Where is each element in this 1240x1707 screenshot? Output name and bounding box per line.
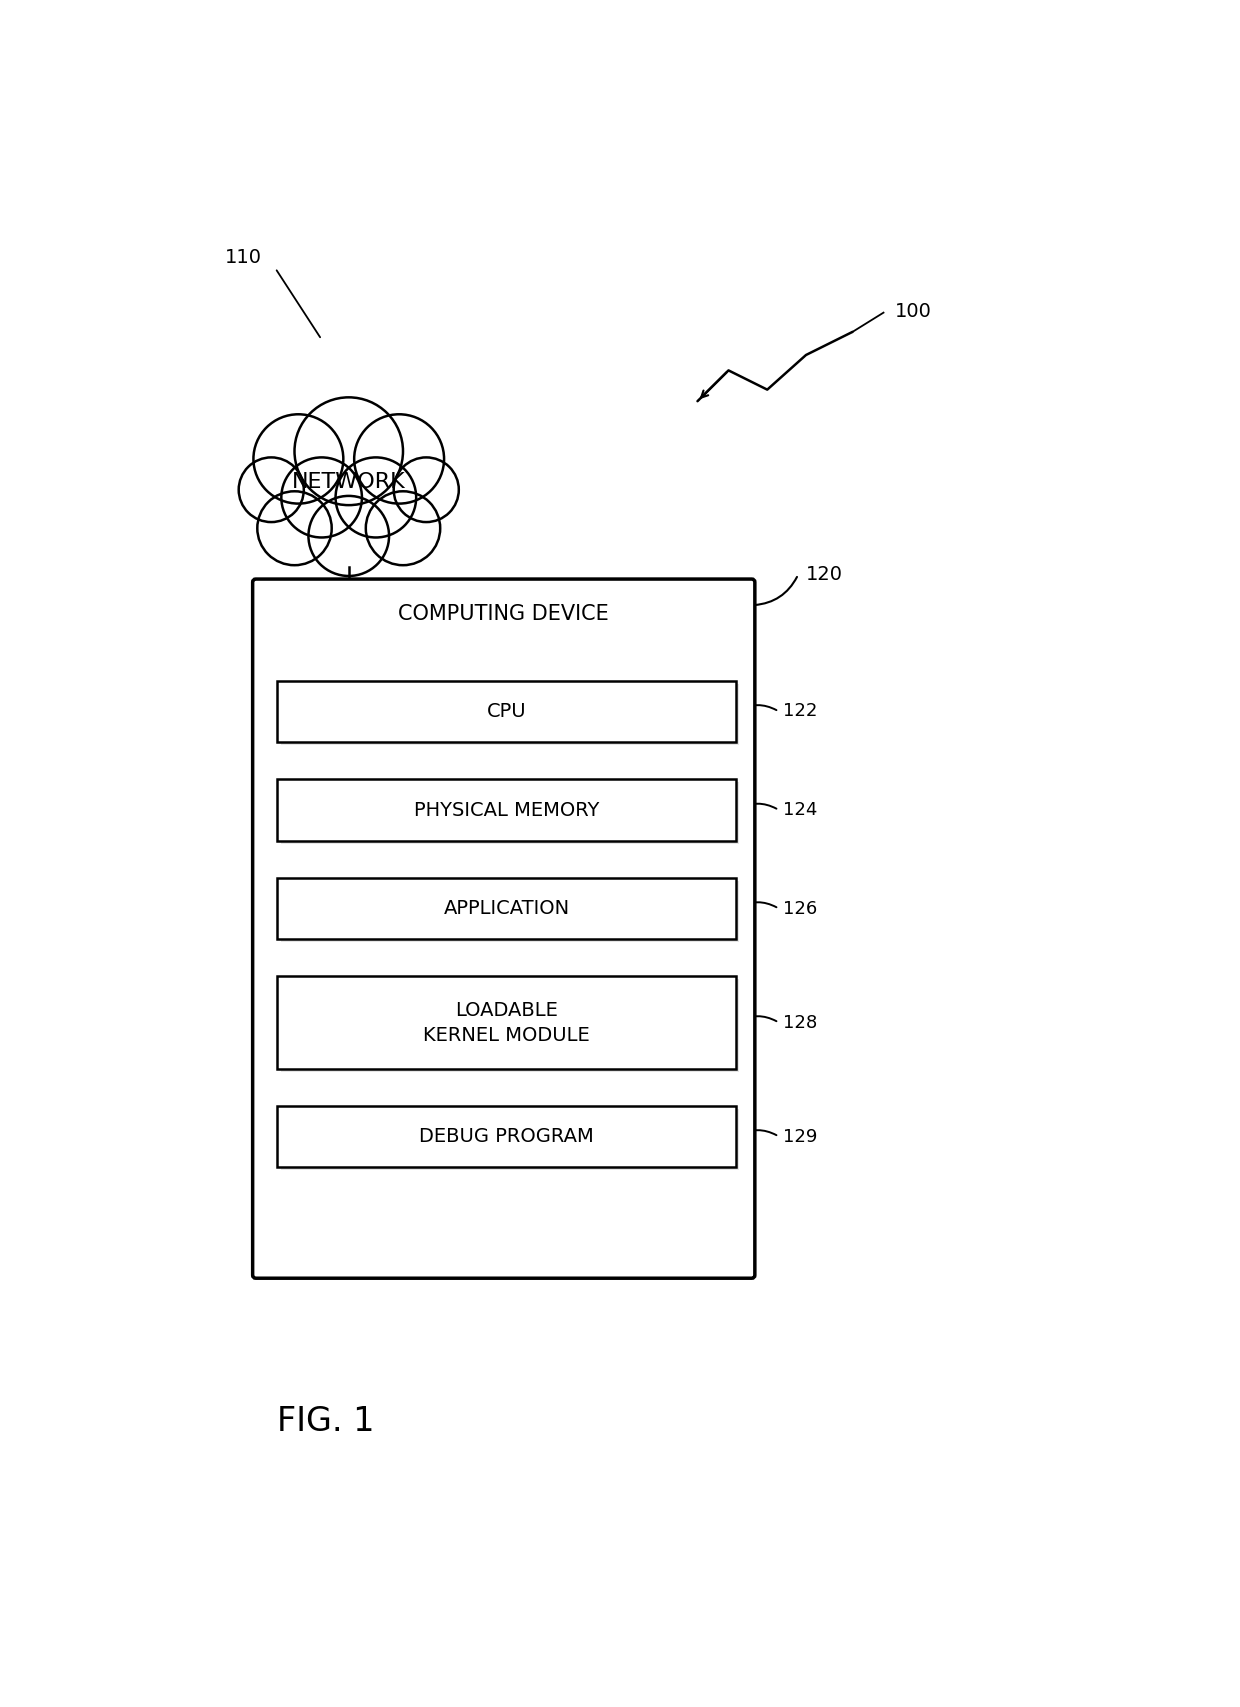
Circle shape	[281, 457, 362, 538]
FancyBboxPatch shape	[278, 877, 737, 939]
Circle shape	[309, 497, 389, 575]
Circle shape	[355, 415, 444, 504]
Text: COMPUTING DEVICE: COMPUTING DEVICE	[398, 604, 609, 625]
Circle shape	[238, 457, 304, 522]
Text: PHYSICAL MEMORY: PHYSICAL MEMORY	[414, 801, 599, 819]
FancyBboxPatch shape	[278, 976, 737, 1069]
Text: 122: 122	[782, 703, 817, 720]
FancyBboxPatch shape	[280, 881, 739, 942]
Text: LOADABLE
KERNEL MODULE: LOADABLE KERNEL MODULE	[424, 1000, 590, 1045]
Text: FIG. 1: FIG. 1	[277, 1405, 374, 1437]
FancyBboxPatch shape	[280, 685, 739, 746]
FancyBboxPatch shape	[278, 1106, 737, 1168]
Text: APPLICATION: APPLICATION	[444, 900, 570, 918]
FancyBboxPatch shape	[278, 780, 737, 842]
FancyBboxPatch shape	[280, 1110, 739, 1171]
FancyBboxPatch shape	[280, 980, 739, 1072]
Text: 128: 128	[782, 1014, 817, 1031]
Text: NETWORK: NETWORK	[291, 473, 405, 492]
Text: 120: 120	[806, 565, 843, 584]
Circle shape	[366, 492, 440, 565]
FancyBboxPatch shape	[280, 782, 739, 843]
Text: 110: 110	[224, 248, 262, 266]
Text: CPU: CPU	[487, 702, 527, 720]
FancyBboxPatch shape	[253, 579, 755, 1279]
Text: DEBUG PROGRAM: DEBUG PROGRAM	[419, 1127, 594, 1145]
Circle shape	[295, 398, 403, 505]
Circle shape	[253, 415, 343, 504]
Circle shape	[258, 492, 332, 565]
Text: 100: 100	[895, 302, 932, 321]
Text: 129: 129	[782, 1128, 817, 1145]
Circle shape	[394, 457, 459, 522]
Text: 124: 124	[782, 801, 817, 819]
FancyBboxPatch shape	[278, 681, 737, 743]
Circle shape	[336, 457, 417, 538]
Text: 126: 126	[782, 900, 817, 918]
